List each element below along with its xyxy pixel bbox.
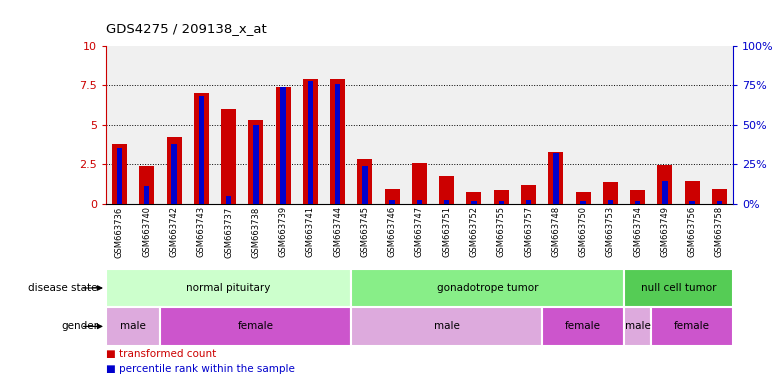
Bar xyxy=(390,200,395,204)
Text: male: male xyxy=(625,321,651,331)
Bar xyxy=(351,269,624,307)
Bar xyxy=(712,189,727,204)
Bar xyxy=(580,201,586,204)
Text: gender: gender xyxy=(61,321,98,331)
Bar xyxy=(608,200,613,204)
Bar xyxy=(112,144,127,204)
Text: GDS4275 / 209138_x_at: GDS4275 / 209138_x_at xyxy=(106,22,267,35)
Bar xyxy=(281,87,286,204)
Bar xyxy=(412,162,427,204)
Bar xyxy=(603,182,618,204)
Bar xyxy=(553,153,558,204)
Bar xyxy=(652,307,733,346)
Bar xyxy=(689,201,695,204)
Text: female: female xyxy=(674,321,710,331)
Bar xyxy=(140,166,154,204)
Bar xyxy=(226,195,231,204)
Text: gonadotrope tumor: gonadotrope tumor xyxy=(437,283,539,293)
Bar xyxy=(624,307,652,346)
Text: disease state: disease state xyxy=(28,283,98,293)
Text: ■ percentile rank within the sample: ■ percentile rank within the sample xyxy=(106,364,295,374)
Bar xyxy=(385,189,400,204)
Bar xyxy=(171,144,176,204)
Bar xyxy=(575,192,590,204)
Bar xyxy=(657,165,673,204)
Bar xyxy=(362,166,368,204)
Bar xyxy=(466,192,481,204)
Text: male: male xyxy=(120,321,146,331)
Bar xyxy=(717,201,722,204)
Bar xyxy=(161,307,351,346)
Text: ■ transformed count: ■ transformed count xyxy=(106,349,216,359)
Bar xyxy=(417,200,422,204)
Bar xyxy=(194,93,209,204)
Bar xyxy=(471,201,477,204)
Bar xyxy=(198,96,204,204)
Text: female: female xyxy=(238,321,274,331)
Bar xyxy=(106,269,351,307)
Bar xyxy=(253,125,259,204)
Bar xyxy=(439,176,454,204)
Bar xyxy=(526,200,532,204)
Bar xyxy=(106,307,161,346)
Bar xyxy=(303,79,318,204)
Bar xyxy=(351,307,543,346)
Bar xyxy=(499,201,504,204)
Bar xyxy=(662,182,668,204)
Bar xyxy=(494,190,509,204)
Bar xyxy=(624,269,733,307)
Bar xyxy=(276,87,291,204)
Bar xyxy=(444,200,449,204)
Bar xyxy=(307,81,313,204)
Text: male: male xyxy=(434,321,459,331)
Bar xyxy=(144,186,150,204)
Bar xyxy=(221,109,236,204)
Bar xyxy=(548,152,563,204)
Bar xyxy=(335,84,340,204)
Bar xyxy=(166,137,182,204)
Bar xyxy=(358,159,372,204)
Bar xyxy=(543,307,624,346)
Bar xyxy=(117,149,122,204)
Bar xyxy=(630,190,645,204)
Bar xyxy=(249,120,263,204)
Bar xyxy=(684,182,699,204)
Text: normal pituitary: normal pituitary xyxy=(187,283,270,293)
Text: female: female xyxy=(565,321,601,331)
Bar xyxy=(521,185,536,204)
Bar xyxy=(330,79,345,204)
Bar xyxy=(635,201,641,204)
Text: null cell tumor: null cell tumor xyxy=(641,283,717,293)
